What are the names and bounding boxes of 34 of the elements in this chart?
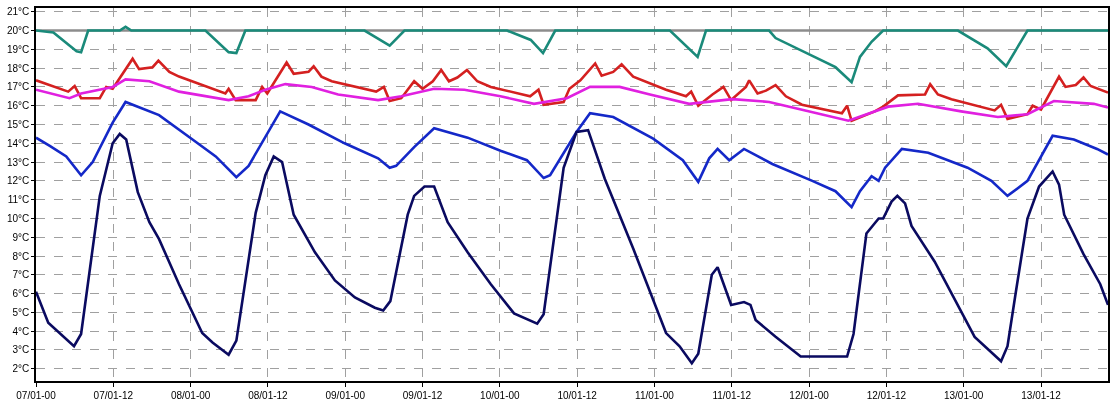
x-tick-label: 08/01-00 — [170, 390, 211, 401]
x-tick-label: 10/01-00 — [480, 390, 521, 401]
x-tick-label: 08/01-12 — [248, 390, 289, 401]
y-tick-label: 15°C — [6, 119, 30, 130]
y-tick-label: 8°C — [12, 250, 30, 262]
x-tick-label: 09/01-12 — [402, 390, 443, 401]
y-tick-label: 5°C — [12, 306, 30, 318]
y-tick-label: 17°C — [6, 81, 30, 93]
y-tick-label: 19°C — [6, 43, 30, 55]
y-tick-label: 10°C — [6, 212, 30, 224]
y-tick-label: 4°C — [12, 325, 30, 337]
x-tick-label: 11/01-12 — [712, 390, 752, 401]
x-tick-label: 13/01-12 — [1021, 390, 1062, 401]
y-tick-label: 7°C — [12, 269, 30, 281]
y-tick-label: 16°C — [6, 100, 30, 112]
x-tick-label: 11/01-00 — [635, 390, 675, 401]
y-tick-label: 2°C — [12, 363, 30, 375]
x-tick-label: 07/01-12 — [93, 390, 134, 401]
x-tick-label: 10/01-12 — [557, 390, 598, 401]
y-tick-label: 11°C — [7, 194, 30, 206]
x-tick-label: 13/01-00 — [943, 390, 984, 401]
x-tick-label: 12/01-00 — [789, 390, 830, 401]
y-tick-label: 20°C — [6, 25, 30, 37]
y-tick-label: 3°C — [12, 344, 30, 356]
y-tick-label: 12°C — [6, 175, 30, 187]
y-tick-label: 13°C — [6, 156, 30, 168]
y-tick-label: 21°C — [6, 6, 30, 18]
y-tick-label: 14°C — [6, 137, 30, 149]
x-tick-label: 12/01-12 — [866, 390, 907, 401]
x-tick-label: 07/01-00 — [16, 390, 57, 401]
x-tick-label: 09/01-00 — [325, 390, 366, 401]
y-tick-label: 6°C — [12, 288, 30, 300]
y-tick-label: 9°C — [12, 231, 30, 243]
y-tick-label: 18°C — [6, 62, 30, 74]
